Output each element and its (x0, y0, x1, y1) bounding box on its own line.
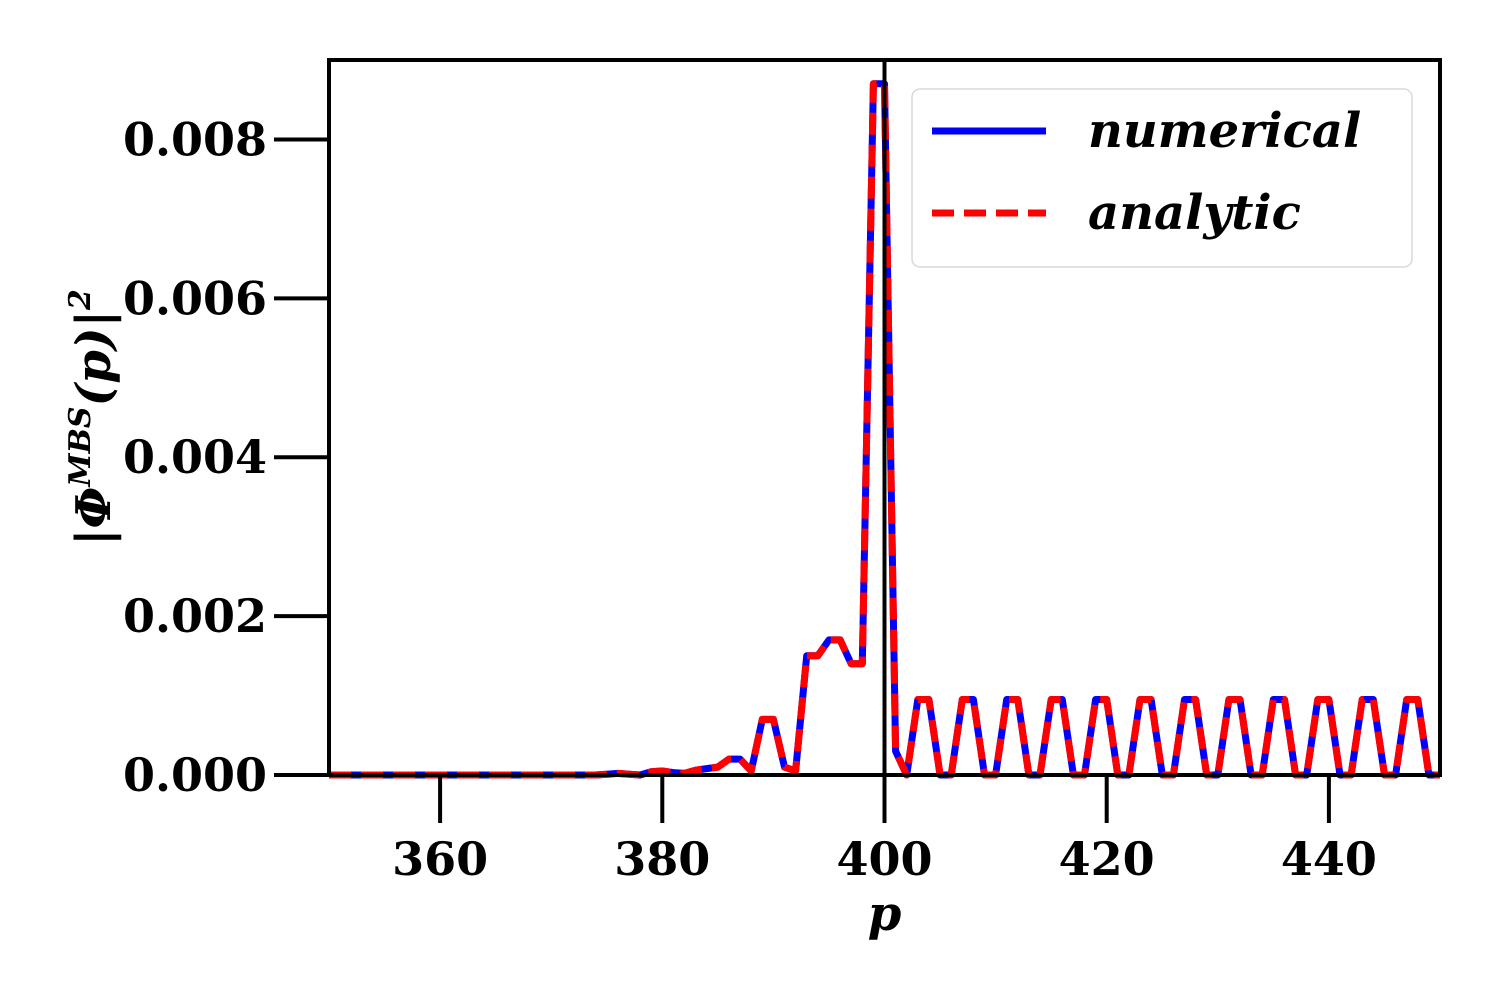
legend-label-analytic: analytic (1088, 185, 1301, 241)
x-axis-label: p (868, 886, 902, 942)
y-axis-label-rest: (p)| (66, 310, 122, 406)
y-tick-label: 0.002 (123, 589, 267, 643)
y-axis-label-superscript: MBS (63, 406, 98, 487)
y-axis-ticks: 0.000 0.002 0.004 0.006 0.008 (123, 112, 329, 802)
y-tick-label: 0.000 (123, 748, 267, 802)
x-axis-ticks: 360 380 400 420 440 (392, 775, 1377, 886)
y-tick-label: 0.006 (123, 271, 267, 325)
y-tick-label: 0.004 (123, 430, 267, 484)
x-tick-label: 380 (614, 832, 710, 886)
x-tick-label: 360 (392, 832, 488, 886)
x-tick-label: 420 (1059, 832, 1155, 886)
y-axis-label: |ΦMBS(p)|2 (63, 289, 122, 546)
legend-label-numerical: numerical (1088, 103, 1361, 159)
y-axis-label-base: |Φ (66, 487, 122, 546)
x-tick-label: 400 (836, 832, 932, 886)
y-axis-label-exponent: 2 (63, 289, 98, 311)
legend: numerical analytic (911, 88, 1413, 268)
x-tick-label: 440 (1281, 832, 1377, 886)
y-tick-label: 0.008 (123, 112, 267, 166)
